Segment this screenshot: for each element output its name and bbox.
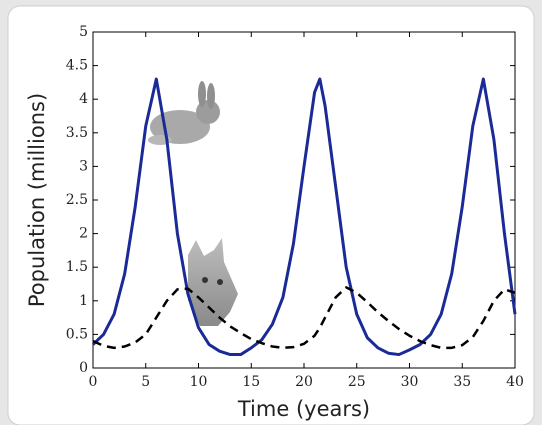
y-tick-label: 5 [79, 24, 88, 40]
y-tick-label: 1 [79, 293, 88, 309]
x-tick-label: 15 [242, 374, 260, 390]
y-tick-label: 3.5 [66, 125, 88, 141]
y-tick-label: 0.5 [66, 326, 88, 342]
y-tick-label: 2 [79, 226, 88, 242]
series-line [92, 286, 516, 350]
y-tick-label: 4.5 [66, 58, 88, 74]
y-tick-label: 0 [79, 360, 88, 376]
x-axis-title: Time (years) [237, 397, 370, 421]
x-tick-label: 40 [506, 374, 524, 390]
x-tick-label: 20 [295, 374, 313, 390]
panel [7, 5, 535, 425]
x-tick-label: 35 [453, 374, 471, 390]
y-tick-label: 3 [79, 158, 88, 174]
x-tick-label: 25 [348, 374, 366, 390]
x-tick-label: 30 [401, 374, 419, 390]
y-axis-title: Population (millions) [25, 93, 49, 307]
y-tick-label: 2.5 [66, 192, 88, 208]
x-tick-label: 0 [89, 374, 98, 390]
lynx-image [188, 238, 238, 326]
x-tick-label: 5 [141, 374, 150, 390]
series-line [91, 77, 517, 357]
x-tick-label: 10 [190, 374, 208, 390]
y-tick-label: 4 [79, 91, 88, 107]
y-tick-label: 1.5 [66, 259, 88, 275]
